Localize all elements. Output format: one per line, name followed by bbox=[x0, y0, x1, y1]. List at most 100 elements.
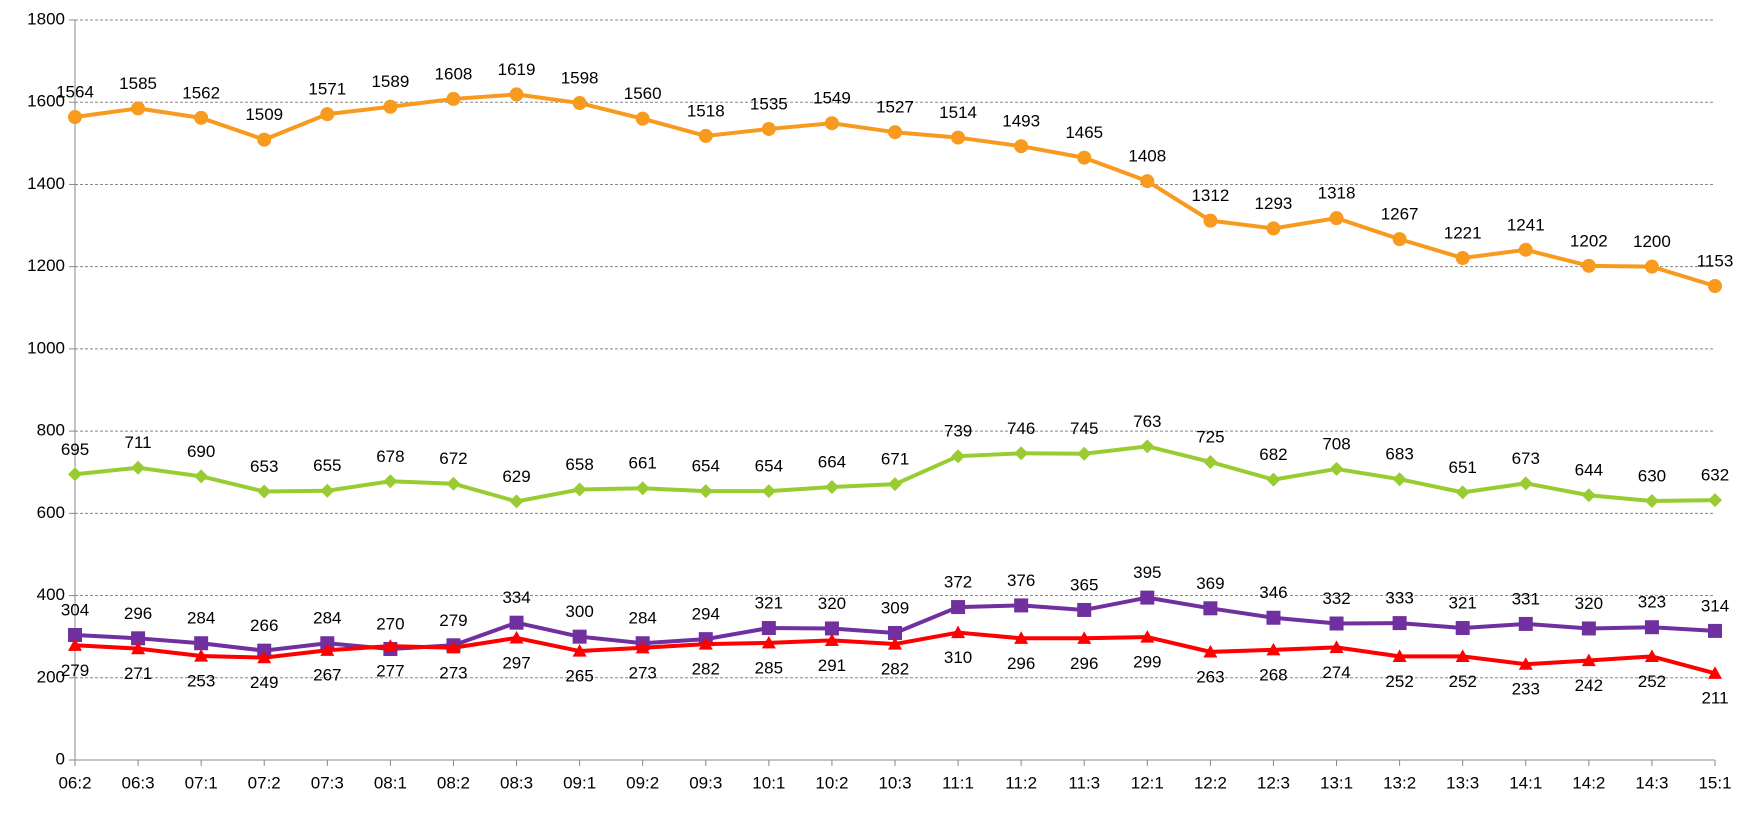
marker bbox=[1644, 620, 1659, 635]
marker bbox=[1077, 446, 1092, 461]
data-label: 651 bbox=[1449, 458, 1477, 477]
data-label: 1318 bbox=[1318, 184, 1356, 203]
marker bbox=[1329, 616, 1344, 631]
marker bbox=[1455, 251, 1470, 266]
y-tick-label: 0 bbox=[56, 749, 65, 768]
data-label: 299 bbox=[1133, 653, 1161, 672]
marker bbox=[446, 640, 461, 654]
data-label: 1518 bbox=[687, 101, 725, 120]
data-label: 695 bbox=[61, 440, 89, 459]
data-label: 1293 bbox=[1255, 194, 1293, 213]
data-label: 266 bbox=[250, 616, 278, 635]
x-tick-label: 08:3 bbox=[500, 773, 533, 792]
marker bbox=[1203, 454, 1218, 469]
marker bbox=[824, 116, 839, 131]
data-label: 1564 bbox=[56, 83, 94, 102]
marker bbox=[1644, 649, 1659, 662]
data-label: 270 bbox=[376, 614, 404, 633]
data-label: 376 bbox=[1007, 571, 1035, 590]
marker bbox=[68, 467, 82, 482]
data-label: 395 bbox=[1133, 563, 1161, 582]
marker bbox=[1077, 150, 1092, 165]
data-label: 683 bbox=[1385, 445, 1413, 464]
data-label: 285 bbox=[755, 658, 783, 677]
data-label: 284 bbox=[313, 609, 341, 628]
data-label: 672 bbox=[439, 449, 467, 468]
marker bbox=[951, 625, 966, 639]
x-tick-label: 10:2 bbox=[815, 773, 848, 792]
marker bbox=[1518, 242, 1533, 257]
x-tick-label: 06:2 bbox=[58, 773, 91, 792]
data-label: 253 bbox=[187, 671, 215, 690]
marker bbox=[824, 480, 839, 495]
x-tick-label: 06:3 bbox=[122, 773, 155, 792]
marker bbox=[320, 107, 335, 122]
data-label: 673 bbox=[1512, 449, 1540, 468]
data-label: 1571 bbox=[308, 80, 346, 99]
data-label: 321 bbox=[1449, 594, 1477, 613]
y-tick-label: 1800 bbox=[27, 9, 65, 28]
marker bbox=[698, 484, 713, 499]
marker bbox=[383, 639, 398, 652]
marker bbox=[131, 101, 146, 116]
data-label: 309 bbox=[881, 598, 909, 617]
data-label: 661 bbox=[629, 454, 657, 473]
marker bbox=[951, 130, 966, 145]
data-label: 242 bbox=[1575, 676, 1603, 695]
marker bbox=[1329, 640, 1344, 653]
data-label: 690 bbox=[187, 442, 215, 461]
data-label: 682 bbox=[1259, 445, 1287, 464]
data-label: 252 bbox=[1638, 672, 1666, 691]
marker bbox=[1708, 666, 1722, 679]
marker bbox=[1708, 493, 1722, 508]
data-label: 372 bbox=[944, 573, 972, 592]
marker bbox=[1644, 494, 1659, 508]
marker bbox=[1014, 598, 1029, 613]
marker bbox=[1329, 461, 1344, 476]
marker bbox=[194, 469, 209, 484]
marker bbox=[509, 87, 524, 102]
data-label: 296 bbox=[124, 604, 152, 623]
x-tick-label: 15:1 bbox=[1698, 773, 1731, 792]
data-label: 1514 bbox=[939, 103, 977, 122]
data-label: 1585 bbox=[119, 74, 157, 93]
y-tick-label: 1400 bbox=[27, 174, 65, 193]
x-tick-label: 07:3 bbox=[311, 773, 344, 792]
data-label: 654 bbox=[755, 457, 783, 476]
data-label: 654 bbox=[692, 457, 720, 476]
marker bbox=[824, 621, 839, 636]
y-tick-label: 1600 bbox=[27, 92, 65, 111]
marker bbox=[1455, 485, 1470, 500]
marker bbox=[1455, 621, 1470, 636]
data-label: 1200 bbox=[1633, 232, 1671, 251]
marker bbox=[888, 637, 902, 650]
x-tick-label: 14:1 bbox=[1509, 773, 1542, 792]
data-label: 1465 bbox=[1065, 123, 1103, 142]
marker bbox=[761, 484, 776, 499]
data-label: 267 bbox=[313, 666, 341, 685]
marker bbox=[572, 96, 587, 111]
marker bbox=[1392, 472, 1407, 487]
marker bbox=[257, 650, 272, 664]
data-label: 300 bbox=[565, 602, 593, 621]
y-tick-label: 400 bbox=[37, 585, 65, 604]
marker bbox=[68, 638, 82, 651]
marker bbox=[194, 636, 209, 651]
data-label: 678 bbox=[376, 447, 404, 466]
data-label: 1619 bbox=[498, 60, 536, 79]
marker bbox=[446, 476, 461, 491]
marker bbox=[1518, 476, 1533, 491]
data-label: 1312 bbox=[1191, 186, 1229, 205]
marker bbox=[635, 111, 650, 126]
data-label: 277 bbox=[376, 662, 404, 681]
data-label: 282 bbox=[692, 660, 720, 679]
marker bbox=[572, 482, 587, 497]
marker bbox=[383, 99, 398, 114]
marker bbox=[572, 629, 587, 644]
x-tick-label: 12:3 bbox=[1257, 773, 1290, 792]
x-tick-label: 10:1 bbox=[752, 773, 785, 792]
data-label: 268 bbox=[1259, 665, 1287, 684]
data-label: 304 bbox=[61, 601, 89, 620]
marker bbox=[698, 128, 713, 143]
marker bbox=[446, 91, 461, 106]
